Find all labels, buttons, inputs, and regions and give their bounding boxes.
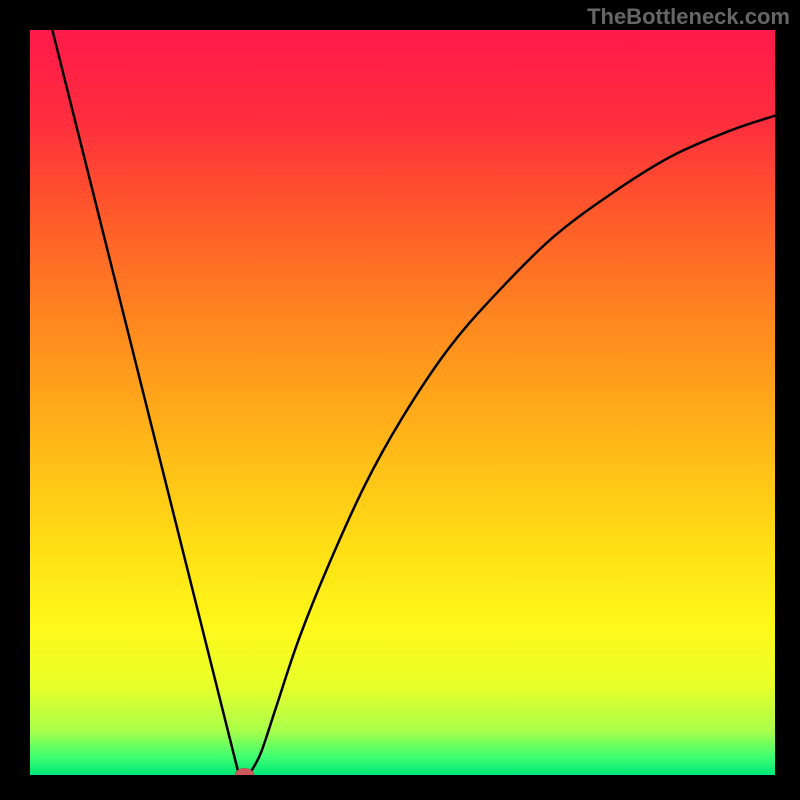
watermark-text: TheBottleneck.com xyxy=(587,4,790,30)
chart-svg xyxy=(30,30,775,775)
chart-container: TheBottleneck.com xyxy=(0,0,800,800)
plot-area xyxy=(30,30,775,775)
gradient-background xyxy=(30,30,775,775)
